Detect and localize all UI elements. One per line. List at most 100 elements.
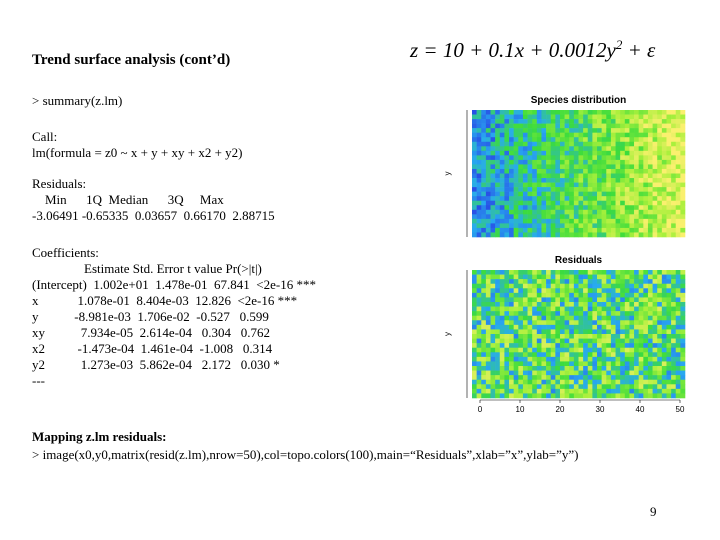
heatmap-cell — [601, 343, 607, 349]
heatmap-cell — [624, 132, 630, 138]
heatmap-cell — [657, 182, 663, 188]
heatmap-cell — [504, 205, 510, 211]
heatmap-cell — [634, 159, 639, 165]
heatmap-cell — [569, 384, 575, 390]
heatmap-cell — [495, 182, 501, 188]
heatmap-cell — [661, 178, 667, 183]
heatmap-cell — [587, 343, 593, 349]
heatmap-cell — [578, 329, 584, 335]
heatmap-cell — [559, 164, 565, 170]
heatmap-cell — [573, 361, 579, 367]
heatmap-cell — [578, 393, 584, 399]
heatmap-cell — [601, 311, 607, 317]
heatmap-cell — [555, 297, 561, 303]
heatmap-cell — [541, 191, 547, 197]
heatmap-cell — [509, 110, 514, 115]
heatmap-cell — [564, 196, 570, 202]
heatmap-cell — [536, 366, 542, 371]
heatmap-cell — [661, 379, 667, 385]
heatmap-cell — [527, 146, 533, 152]
heatmap-cell — [495, 379, 501, 385]
heatmap-cell — [587, 384, 593, 390]
heatmap-cell — [578, 114, 584, 120]
heatmap-cell — [476, 306, 482, 312]
heatmap-cell — [485, 338, 491, 344]
heatmap-cell — [481, 164, 487, 170]
heatmap-cell — [481, 315, 487, 321]
heatmap-cell — [490, 223, 496, 229]
heatmap-cell — [587, 297, 593, 303]
heatmap-cell — [564, 393, 570, 399]
heatmap-cell — [624, 164, 630, 170]
heatmap-cell — [671, 223, 677, 229]
heatmap-cell — [597, 227, 602, 233]
code-line: -3.06491 -0.65335 0.03657 0.66170 2.8871… — [32, 208, 275, 223]
heatmap-cell — [573, 137, 579, 143]
heatmap-cell — [661, 132, 667, 138]
heatmap-cell — [578, 155, 584, 161]
heatmap-cell — [499, 347, 505, 353]
heatmap-cell — [527, 150, 533, 156]
heatmap-cell — [569, 329, 575, 335]
heatmap-cell — [559, 187, 565, 192]
heatmap-cell — [587, 132, 593, 138]
heatmap-cell — [573, 159, 579, 165]
heatmap-cell — [559, 379, 565, 385]
heatmap-cell — [541, 370, 547, 376]
heatmap-cell — [569, 370, 575, 376]
heatmap-cell — [661, 232, 667, 238]
heatmap-cell — [629, 164, 635, 170]
heatmap-cell — [550, 200, 556, 206]
heatmap-cell — [522, 334, 528, 339]
heatmap-cell — [546, 191, 552, 197]
heatmap-cell — [532, 384, 538, 390]
heatmap-cell — [583, 366, 589, 371]
heatmap-cell — [495, 119, 501, 124]
heatmap-cell — [513, 200, 519, 206]
heatmap-cell — [643, 288, 649, 294]
heatmap-cell — [657, 297, 663, 303]
heatmap-cell — [546, 320, 552, 326]
heatmap-cell — [666, 146, 672, 152]
heatmap-cell — [643, 141, 649, 147]
heatmap-cell — [638, 123, 644, 129]
heatmap-cell — [652, 361, 658, 367]
heatmap-cell — [509, 384, 514, 390]
heatmap-cell — [610, 356, 616, 362]
heatmap-cell — [499, 352, 505, 358]
heatmap-cell — [638, 146, 644, 152]
heatmap-cell — [472, 302, 477, 307]
heatmap-cell — [527, 356, 533, 362]
heatmap-cell — [643, 302, 649, 307]
heatmap-cell — [629, 200, 635, 206]
heatmap-cell — [587, 334, 593, 339]
heatmap-cell — [606, 338, 612, 344]
heatmap-cell — [564, 173, 570, 179]
heatmap-cell — [620, 168, 626, 174]
heatmap-cell — [550, 205, 556, 211]
heatmap-cell — [680, 361, 686, 367]
heatmap-cell — [573, 384, 579, 390]
heatmap-cell — [583, 352, 589, 358]
heatmap-cell — [610, 338, 616, 344]
heatmap-cell — [527, 218, 533, 224]
heatmap-cell — [634, 123, 639, 129]
heatmap-cell — [652, 114, 658, 120]
heatmap-cell — [634, 128, 639, 133]
heatmap-cell — [615, 306, 621, 312]
heatmap-cell — [573, 283, 579, 289]
heatmap-cell — [509, 214, 514, 220]
heatmap-cell — [643, 283, 649, 289]
heatmap-cell — [675, 114, 681, 120]
heatmap-cell — [495, 311, 501, 317]
heatmap-cell — [481, 288, 487, 294]
heatmap-cell — [647, 288, 653, 294]
heatmap-cell — [610, 384, 616, 390]
heatmap-cell — [555, 347, 561, 353]
heatmap-cell — [476, 274, 482, 280]
heatmap-cell — [555, 356, 561, 362]
heatmap-cell — [601, 292, 607, 298]
heatmap-cell — [657, 164, 663, 170]
heatmap-cell — [485, 388, 491, 394]
heatmap-cell — [597, 205, 602, 211]
